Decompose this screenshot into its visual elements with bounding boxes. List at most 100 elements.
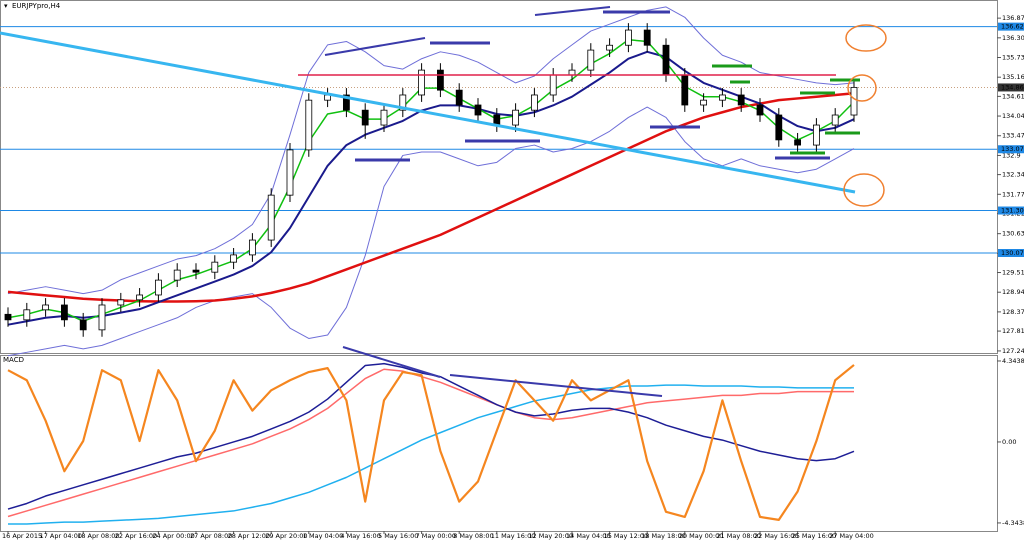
indicator-line: [7, 6, 855, 295]
x-tick-label: 12 May 20:00: [528, 532, 573, 540]
candle-body: [267, 194, 275, 241]
y-tick-label: 127.24: [1002, 347, 1024, 355]
candle-body: [4, 313, 12, 321]
y-tick-label: 136.305: [1002, 34, 1024, 42]
candle-body: [399, 94, 407, 111]
candle-body: [474, 104, 482, 116]
level-label: 131.305: [1001, 207, 1024, 215]
candle-body: [794, 139, 801, 146]
y-tick-label: 135.735: [1002, 54, 1024, 62]
candle-body: [286, 149, 294, 196]
candle-body: [23, 309, 31, 321]
candle-body: [737, 94, 745, 106]
macd-panel-frame: [0, 355, 998, 532]
level-label-box: [998, 145, 1024, 154]
x-tick-label: 22 Apr 16:00: [115, 532, 157, 540]
candle-body: [587, 49, 595, 71]
candle-body: [512, 109, 519, 126]
candle-body: [154, 279, 162, 296]
y-tick-label: 136.875: [1002, 14, 1024, 22]
title-marker: ▾: [4, 2, 8, 10]
y-tick-label: -4.3438: [1002, 519, 1024, 527]
candle-body: [625, 29, 632, 46]
candle-body: [662, 44, 670, 76]
y-tick-label: 128.37: [1002, 308, 1024, 316]
macd-trend-marks: [342, 346, 663, 397]
x-tick-label: 11 May 16:00: [491, 532, 536, 540]
candle-body: [342, 94, 350, 111]
candle-body: [775, 114, 783, 141]
candle-body: [79, 319, 87, 331]
candle-body: [380, 109, 388, 126]
y-tick-label: 127.815: [1002, 327, 1024, 335]
macd-line: [8, 384, 854, 525]
indicator-line: [7, 92, 855, 303]
x-tick-label: 7 May 00:00: [416, 532, 456, 540]
candle-body: [98, 304, 106, 331]
candle-body: [230, 254, 238, 263]
level-label-box: [998, 249, 1024, 258]
candle-body: [455, 89, 463, 106]
green-marks: [712, 64, 860, 155]
x-tick-label: 17 Apr 04:00: [40, 532, 82, 540]
y-tick-label: 134.61: [1002, 92, 1024, 100]
x-tick-label: 8 May 08:00: [453, 532, 493, 540]
indicator-line: [7, 38, 855, 322]
candle-body: [531, 94, 538, 111]
y-tick-label: 128.94: [1002, 288, 1024, 296]
candle-body: [173, 269, 181, 281]
x-tick-label: 28 Apr 12:00: [228, 532, 270, 540]
level-label: 130.075: [1001, 249, 1024, 257]
x-tick-label: 27 Apr 08:00: [190, 532, 232, 540]
x-tick-label: 25 May 16:00: [792, 532, 837, 540]
last-price-label: 134.868: [1001, 83, 1024, 91]
y-tick-label: 135.165: [1002, 73, 1024, 81]
x-tick-label: 27 May 04:00: [829, 532, 874, 540]
x-tick-label: 1 May 04:00: [303, 532, 343, 540]
y-tick-label: 130.635: [1002, 230, 1024, 238]
candle-body: [418, 69, 426, 96]
x-tick-label: 16 Apr 2015: [2, 532, 42, 540]
candle-body: [136, 294, 144, 301]
y-tick-label: 132.9: [1002, 151, 1021, 159]
highlight-circles: [843, 24, 887, 207]
x-tick-label: 5 May 16:00: [378, 532, 418, 540]
candle-body: [305, 99, 313, 151]
indicator-line: [7, 50, 855, 326]
x-tick-label: 18 May 18:00: [641, 532, 686, 540]
candle-body: [606, 44, 613, 51]
trend-line: [0, 31, 856, 194]
x-tick-label: 24 Apr 00:00: [152, 532, 194, 540]
level-label-box: [998, 22, 1024, 31]
x-tick-label: 21 May 08:00: [716, 532, 761, 540]
candle-body: [643, 29, 651, 46]
chart-title: EURJPYpro,H4: [12, 2, 61, 10]
macd-title: MACD: [3, 356, 24, 364]
candle-body: [61, 304, 68, 321]
x-tick-label: 20 May 00:00: [679, 532, 724, 540]
y-tick-label: 132.345: [1002, 171, 1024, 179]
level-label: 133.079: [1001, 145, 1024, 153]
main-panel-frame: [0, 0, 998, 354]
y-tick-label: 134.04: [1002, 112, 1024, 120]
plot-area: [0, 6, 997, 525]
candle-body: [361, 109, 369, 126]
candle-body: [568, 69, 576, 76]
x-tick-label: 29 Apr 20:00: [265, 532, 307, 540]
x-tick-label: 18 Apr 08:00: [77, 532, 119, 540]
candle-body: [42, 304, 49, 311]
level-label: 136.629: [1001, 23, 1024, 31]
x-tick-label: 22 May 16:00: [754, 532, 799, 540]
blue-marks: [324, 6, 830, 162]
x-tick-label: 14 May 04:00: [566, 532, 611, 540]
candle-body: [831, 114, 839, 126]
y-tick-label: 133.47: [1002, 132, 1024, 140]
candle-body: [117, 299, 125, 306]
candle-body: [681, 74, 689, 106]
x-tick-label: 15 May 12:00: [604, 532, 649, 540]
candle-body: [700, 99, 707, 106]
y-tick-label: 4.3438: [1002, 357, 1024, 365]
macd-line: [7, 368, 854, 518]
candle-body: [549, 74, 557, 96]
